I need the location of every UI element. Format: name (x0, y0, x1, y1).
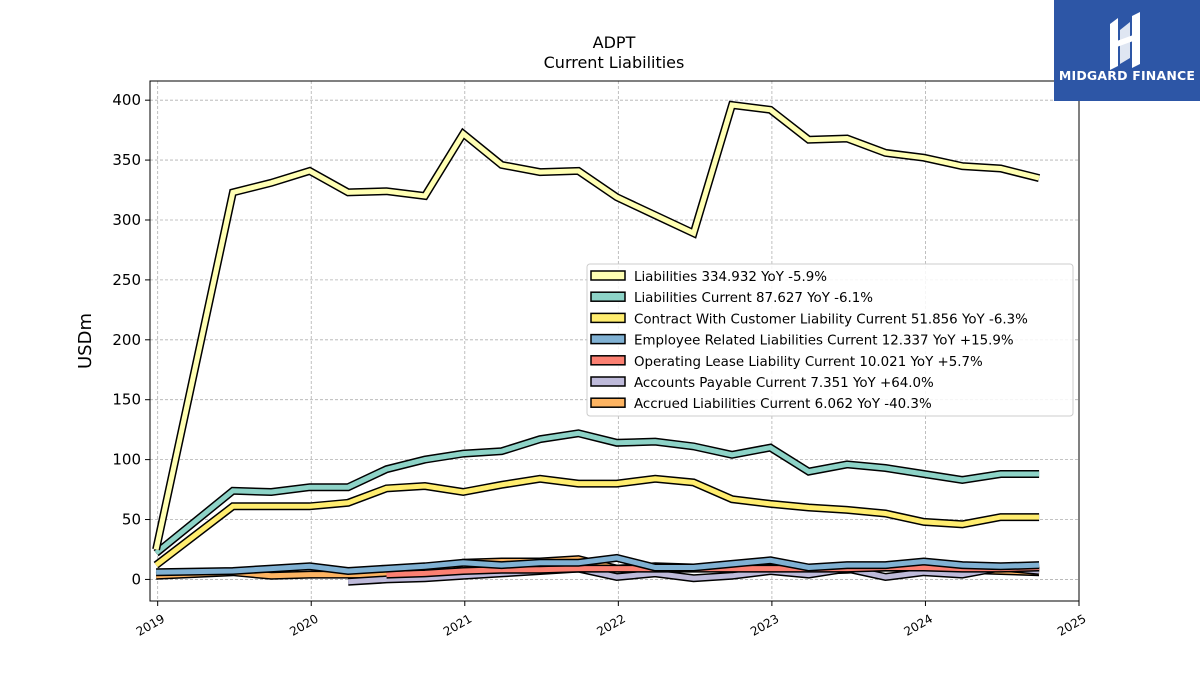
chart-subtitle: Current Liabilities (544, 53, 685, 72)
y-tick-label: 150 (112, 391, 141, 409)
series-stroke (153, 102, 1040, 551)
x-tick-label: 2025 (1055, 611, 1088, 638)
legend-label: Contract With Customer Liability Current… (634, 312, 1028, 327)
series-outline (153, 429, 1040, 557)
chart-title: ADPT (593, 33, 636, 52)
legend-label: Accounts Payable Current 7.351 YoY +64.0… (634, 376, 934, 391)
x-tick-label: 2019 (134, 611, 167, 638)
y-tick-label: 200 (112, 331, 141, 349)
y-tick-label: 350 (112, 151, 141, 169)
x-tick-label: 2023 (748, 611, 781, 638)
series-line (347, 563, 1040, 586)
y-tick-label: 300 (112, 211, 141, 229)
legend-swatch (590, 270, 626, 281)
y-tick-label: 100 (112, 451, 141, 469)
legend-swatch (590, 397, 626, 408)
legend-label: Accrued Liabilities Current 6.062 YoY -4… (634, 397, 932, 412)
legend-label: Operating Lease Liability Current 10.021… (634, 355, 983, 370)
legend-label: Liabilities 334.932 YoY -5.9% (634, 270, 827, 285)
x-tick-label: 2020 (287, 611, 320, 638)
legend-swatch (590, 355, 626, 366)
legend-swatch (590, 333, 626, 345)
brand-logo: MIDGARD FINANCE (1054, 0, 1200, 101)
y-axis: 0 50 100 150 200 250 300 350 400 (112, 91, 150, 588)
brand-mark-icon (1110, 12, 1140, 70)
y-axis-label: USDm (75, 313, 96, 369)
series-line (153, 429, 1040, 557)
y-tick-label: 50 (122, 511, 141, 529)
series-stroke (347, 564, 1040, 585)
plot-frame (149, 80, 1080, 602)
legend-swatch (590, 376, 626, 387)
y-tick-label: 250 (112, 271, 141, 289)
x-tick-label: 2021 (441, 611, 474, 638)
legend-frame (586, 263, 1074, 417)
legend-label: Employee Related Liabilities Current 12.… (634, 334, 1014, 349)
y-tick-label: 0 (131, 570, 141, 588)
x-tick-label: 2022 (594, 611, 627, 638)
legend: Liabilities 334.932 YoY -5.9% Liabilities… (586, 263, 1074, 417)
x-axis: 2019 2020 2021 2022 2023 2024 2025 (134, 601, 1089, 639)
series-layer (152, 100, 1041, 586)
series-stroke (156, 555, 1040, 575)
legend-label: Liabilities Current 87.627 YoY -6.1% (634, 291, 873, 306)
series-line (152, 100, 1041, 551)
legend-swatch (590, 312, 626, 324)
series-line (153, 474, 1040, 569)
x-tick-label: 2024 (901, 611, 934, 638)
y-tick-label: 400 (112, 91, 141, 109)
series-stroke (154, 430, 1040, 556)
series-line (156, 553, 1040, 577)
legend-swatch (590, 291, 626, 302)
series-stroke (154, 476, 1040, 568)
brand-name: MIDGARD FINANCE (1058, 68, 1196, 83)
